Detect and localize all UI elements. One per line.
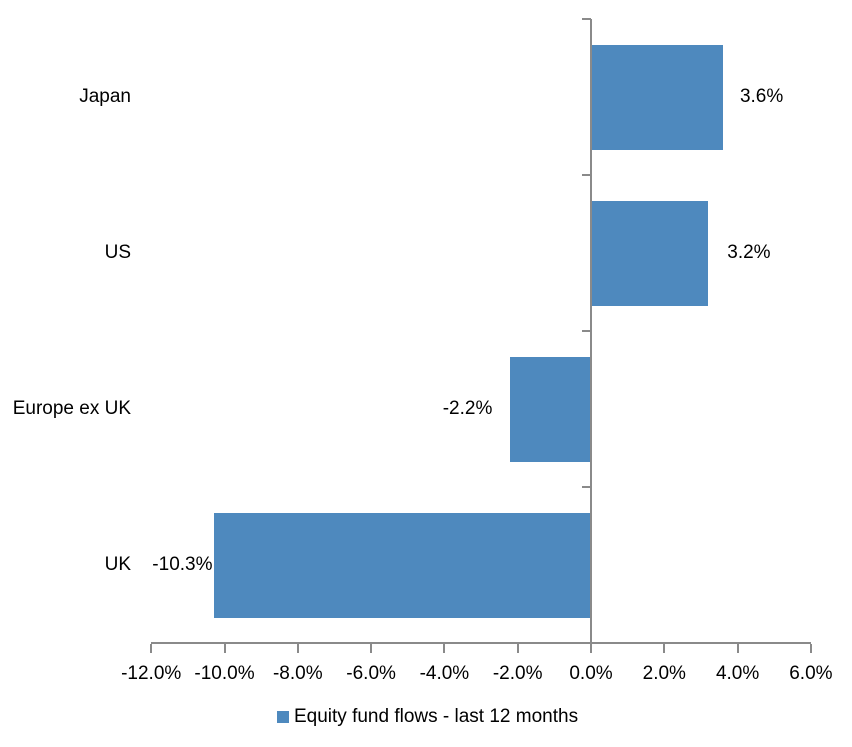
- x-axis-tick: [516, 644, 519, 653]
- x-axis-tick-label: -10.0%: [194, 663, 255, 684]
- value-label: 3.6%: [739, 86, 784, 107]
- bar: [591, 200, 709, 306]
- bar: [591, 44, 723, 150]
- x-axis-tick-label: -6.0%: [346, 663, 396, 684]
- x-axis-tick-label: -2.0%: [492, 663, 543, 684]
- y-axis-tick: [582, 330, 591, 332]
- x-axis-tick-label: -12.0%: [121, 663, 182, 684]
- value-label: 3.2%: [727, 242, 771, 263]
- x-axis-tick-label: 6.0%: [789, 663, 833, 684]
- x-axis-tick-label: 4.0%: [715, 663, 760, 684]
- legend: Equity fund flows - last 12 months: [277, 705, 578, 729]
- bar: [510, 356, 591, 462]
- x-axis-tick-label: -8.0%: [272, 663, 323, 684]
- x-axis-tick: [736, 644, 739, 653]
- x-axis-tick-label: 2.0%: [642, 663, 686, 684]
- x-axis-tick: [150, 644, 153, 653]
- x-axis-line: [151, 642, 811, 644]
- category-label: Europe ex UK: [12, 398, 131, 419]
- category-label: US: [104, 242, 131, 263]
- y-axis-line: [590, 19, 592, 653]
- x-axis-tick-label: 0.0%: [569, 663, 613, 684]
- value-label: -10.3%: [152, 554, 213, 575]
- x-axis-tick: [296, 644, 299, 653]
- x-axis-tick: [370, 644, 373, 653]
- legend-swatch-icon: [277, 711, 289, 723]
- x-axis-tick-label: -4.0%: [419, 663, 470, 684]
- y-axis-tick: [582, 486, 591, 488]
- value-label: -2.2%: [442, 398, 493, 419]
- x-axis-tick: [663, 644, 666, 653]
- x-axis-tick: [809, 644, 812, 653]
- x-axis-tick: [223, 644, 226, 653]
- y-axis-tick: [582, 174, 591, 176]
- x-axis-tick: [443, 644, 446, 653]
- bar: [213, 512, 591, 618]
- y-axis-tick: [582, 18, 591, 20]
- category-label: Japan: [79, 86, 131, 107]
- legend-label: Equity fund flows - last 12 months: [294, 706, 579, 727]
- category-label: UK: [104, 554, 131, 575]
